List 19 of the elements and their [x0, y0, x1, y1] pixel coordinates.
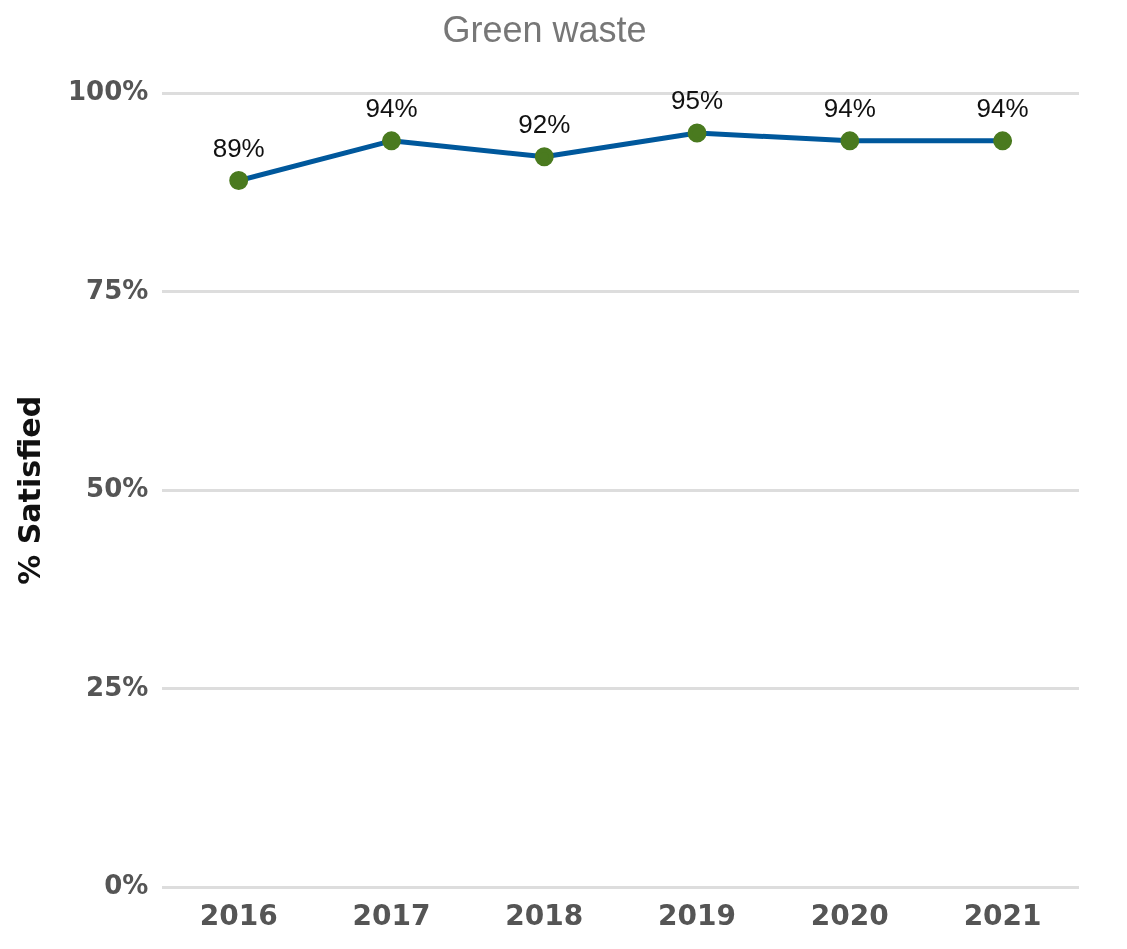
y-tick-label: 0% [104, 870, 149, 901]
data-label: 94% [365, 93, 418, 124]
y-tick-label: 25% [86, 671, 149, 702]
x-tick-label: 2019 [658, 899, 737, 933]
x-tick-label: 2020 [810, 899, 889, 933]
y-tick-label: 100% [68, 75, 149, 106]
y-tick-label: 50% [86, 473, 149, 504]
y-axis-title: % Satisfied [11, 395, 47, 585]
data-label: 92% [518, 108, 571, 139]
data-label: 94% [976, 93, 1029, 124]
x-tick-label: 2016 [199, 899, 278, 933]
x-tick-label: 2018 [505, 899, 584, 933]
x-tick-label: 2021 [963, 899, 1042, 933]
y-tick-label: 75% [86, 274, 149, 305]
data-label: 95% [671, 85, 724, 116]
chart-title: Green waste [442, 8, 647, 50]
x-tick-label: 2017 [352, 899, 431, 933]
data-label: 89% [212, 132, 265, 163]
data-label: 94% [823, 93, 876, 124]
